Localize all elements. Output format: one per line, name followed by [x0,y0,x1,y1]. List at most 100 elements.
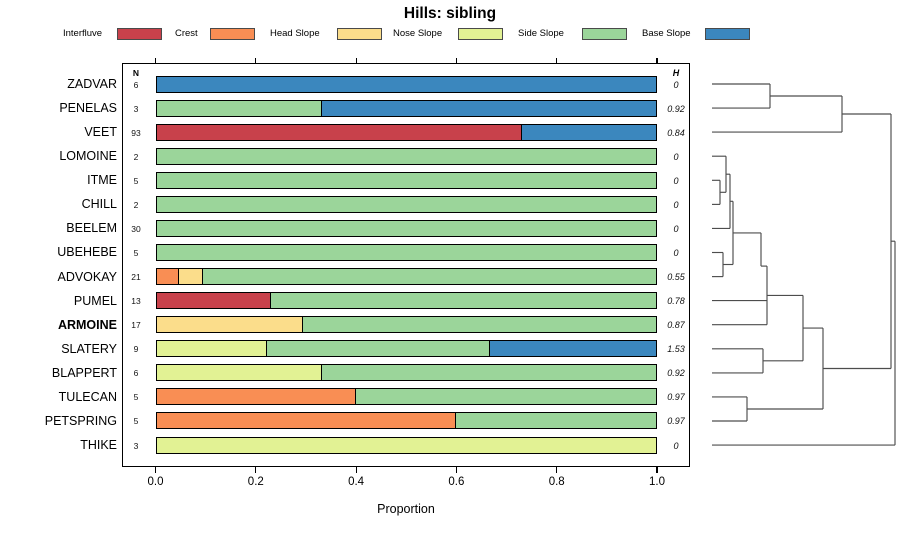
row-label-ubehebe: UBEHEBE [57,245,117,260]
row-label-lomoine: LOMOINE [59,149,117,164]
bar-advokay [155,268,658,286]
x-tick-bottom [656,467,658,473]
bar-segment-base [155,75,657,93]
row-label-penelas: PENELAS [59,101,117,116]
legend-swatch-side [582,28,627,40]
n-value-slatery: 9 [133,344,139,355]
h-value-chill: 0 [673,199,679,210]
row-label-thike: THIKE [80,438,117,453]
bar-segment-side [455,412,657,430]
bar-zadvar [155,75,657,93]
n-value-zadvar: 6 [133,79,139,90]
bar-itme [155,171,657,189]
bar-pumel [155,292,657,310]
row-label-petspring: PETSPRING [44,413,117,428]
chart-title: Hills: sibling [403,5,497,22]
bar-segment-side [155,243,657,261]
legend-label-interfluve: Interfluve [63,28,103,39]
n-value-advokay: 21 [131,272,141,283]
bar-chill [155,195,657,213]
n-value-veet: 93 [131,127,141,138]
x-tick-label: 1.0 [649,476,665,488]
bar-armoine [155,316,658,334]
row-label-itme: ITME [87,173,117,188]
bar-segment-side [202,268,657,286]
x-tick-label: 0.6 [448,476,465,488]
h-value-veet: 0.84 [667,127,685,138]
row-label-pumel: PUMEL [73,293,117,308]
legend-swatch-head [337,28,382,40]
x-tick-label: 0.4 [348,476,365,488]
legend-label-nose: Nose Slope [393,28,443,39]
n-value-petspring: 5 [133,416,139,427]
legend-label-side: Side Slope [518,28,564,39]
n-value-armoine: 17 [131,320,141,331]
row-label-advokay: ADVOKAY [57,269,117,284]
x-tick-top [255,57,257,63]
bar-segment-side [155,171,657,189]
bar-segment-nose [155,436,657,454]
bar-thike [155,436,657,454]
bar-tulecan [155,388,658,406]
bar-segment-side [321,364,657,382]
row-label-beelem: BEELEM [66,221,117,236]
x-tick-top [556,57,558,63]
h-value-tulecan: 0.97 [667,392,685,403]
n-value-lomoine: 2 [133,151,139,162]
bar-petspring [155,412,658,430]
bar-blappert [155,364,658,382]
n-value-pumel: 13 [131,296,141,307]
bar-segment-side [354,388,657,406]
h-value-thike: 0 [673,440,679,451]
bar-slatery [155,340,657,358]
h-column-header: H [672,68,680,78]
bar-segment-side [155,219,657,237]
h-value-beelem: 0 [673,223,679,234]
h-value-armoine: 0.87 [667,320,685,331]
n-column-header: N [132,68,140,78]
bar-segment-base [321,99,657,117]
row-label-blappert: BLAPPERT [51,365,117,380]
x-tick-label: 0.2 [247,476,264,488]
h-value-advokay: 0.55 [667,272,685,283]
row-label-chill: CHILL [81,197,117,212]
bar-lomoine [155,147,657,165]
x-tick-bottom [355,467,357,473]
x-tick-label: 0.0 [147,476,164,488]
x-tick-bottom [255,467,257,473]
row-label-armoine: ARMOINE [57,317,117,332]
h-value-petspring: 0.97 [667,416,685,427]
row-label-zadvar: ZADVAR [67,77,117,91]
x-axis-label: Proportion [377,502,435,516]
bar-veet [155,123,657,141]
bar-segment-side [155,195,657,213]
row-label-slatery: SLATERY [61,341,117,356]
h-value-blappert: 0.92 [667,368,685,379]
bar-segment-side [301,316,657,334]
h-value-penelas: 0.92 [667,103,685,114]
bar-segment-base [488,340,657,358]
x-tick-label: 0.8 [548,476,565,488]
bar-ubehebe [155,243,657,261]
bar-segment-side [155,147,657,165]
row-label-veet: VEET [84,125,117,140]
legend-label-head: Head Slope [270,28,320,39]
bar-segment-side [270,292,657,310]
row-label-tulecan: TULECAN [58,389,117,404]
h-value-itme: 0 [673,175,679,186]
n-value-blappert: 6 [133,368,139,379]
h-value-ubehebe: 0 [673,247,679,258]
n-value-thike: 3 [133,440,139,451]
plot-box [122,63,690,467]
n-value-ubehebe: 5 [133,247,139,258]
legend-label-base: Base Slope [642,28,691,39]
h-value-zadvar: 0 [673,79,679,90]
n-value-tulecan: 5 [133,392,139,403]
n-value-penelas: 3 [133,103,139,114]
x-tick-bottom [556,467,558,473]
x-tick-bottom [455,467,457,473]
legend-swatch-base [705,28,750,40]
legend-label-crest: Crest [175,28,198,39]
